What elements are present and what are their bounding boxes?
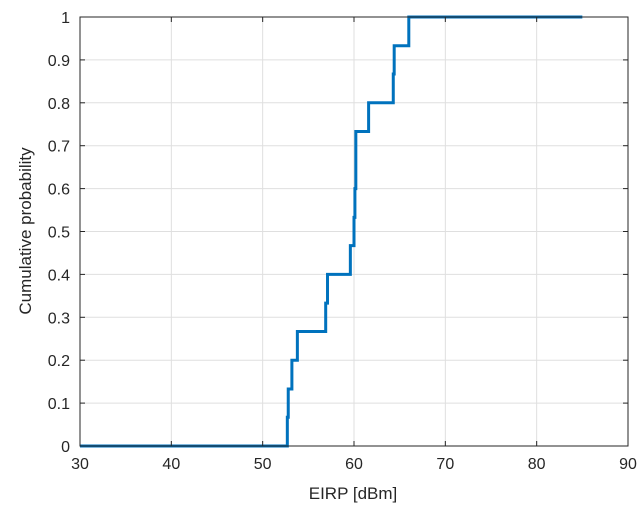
series-layer [80, 15, 583, 448]
y-tick-labels: 0 0.1 0.2 0.3 0.4 0.5 0.6 0.7 0.8 0.9 1 [48, 10, 70, 456]
x-tick-label: 70 [436, 456, 454, 473]
y-tick-label: 0.3 [48, 310, 70, 327]
y-tick-label: 0.1 [48, 396, 70, 413]
y-tick-label: 0.4 [48, 267, 70, 284]
y-tick-label: 1 [61, 10, 70, 27]
y-tick-label: 0.9 [48, 53, 70, 70]
y-axis-label: Cumulative probability [16, 147, 35, 315]
x-tick-labels: 30 40 50 60 70 80 90 [71, 456, 637, 473]
x-tick-label: 90 [619, 456, 637, 473]
y-tick-label: 0.6 [48, 182, 70, 199]
x-tick-label: 80 [528, 456, 546, 473]
y-tick-label: 0.7 [48, 139, 70, 156]
x-axis-label: EIRP [dBm] [309, 484, 398, 503]
y-tick-label: 0 [61, 439, 70, 456]
x-tick-label: 50 [254, 456, 272, 473]
y-tick-label: 0.5 [48, 225, 70, 242]
x-tick-label: 60 [345, 456, 363, 473]
x-tick-label: 40 [162, 456, 180, 473]
y-tick-label: 0.8 [48, 96, 70, 113]
x-tick-label: 30 [71, 456, 89, 473]
y-tick-label: 0.2 [48, 353, 70, 370]
cdf-series-line [80, 15, 583, 448]
axis-ticks [79, 16, 629, 447]
